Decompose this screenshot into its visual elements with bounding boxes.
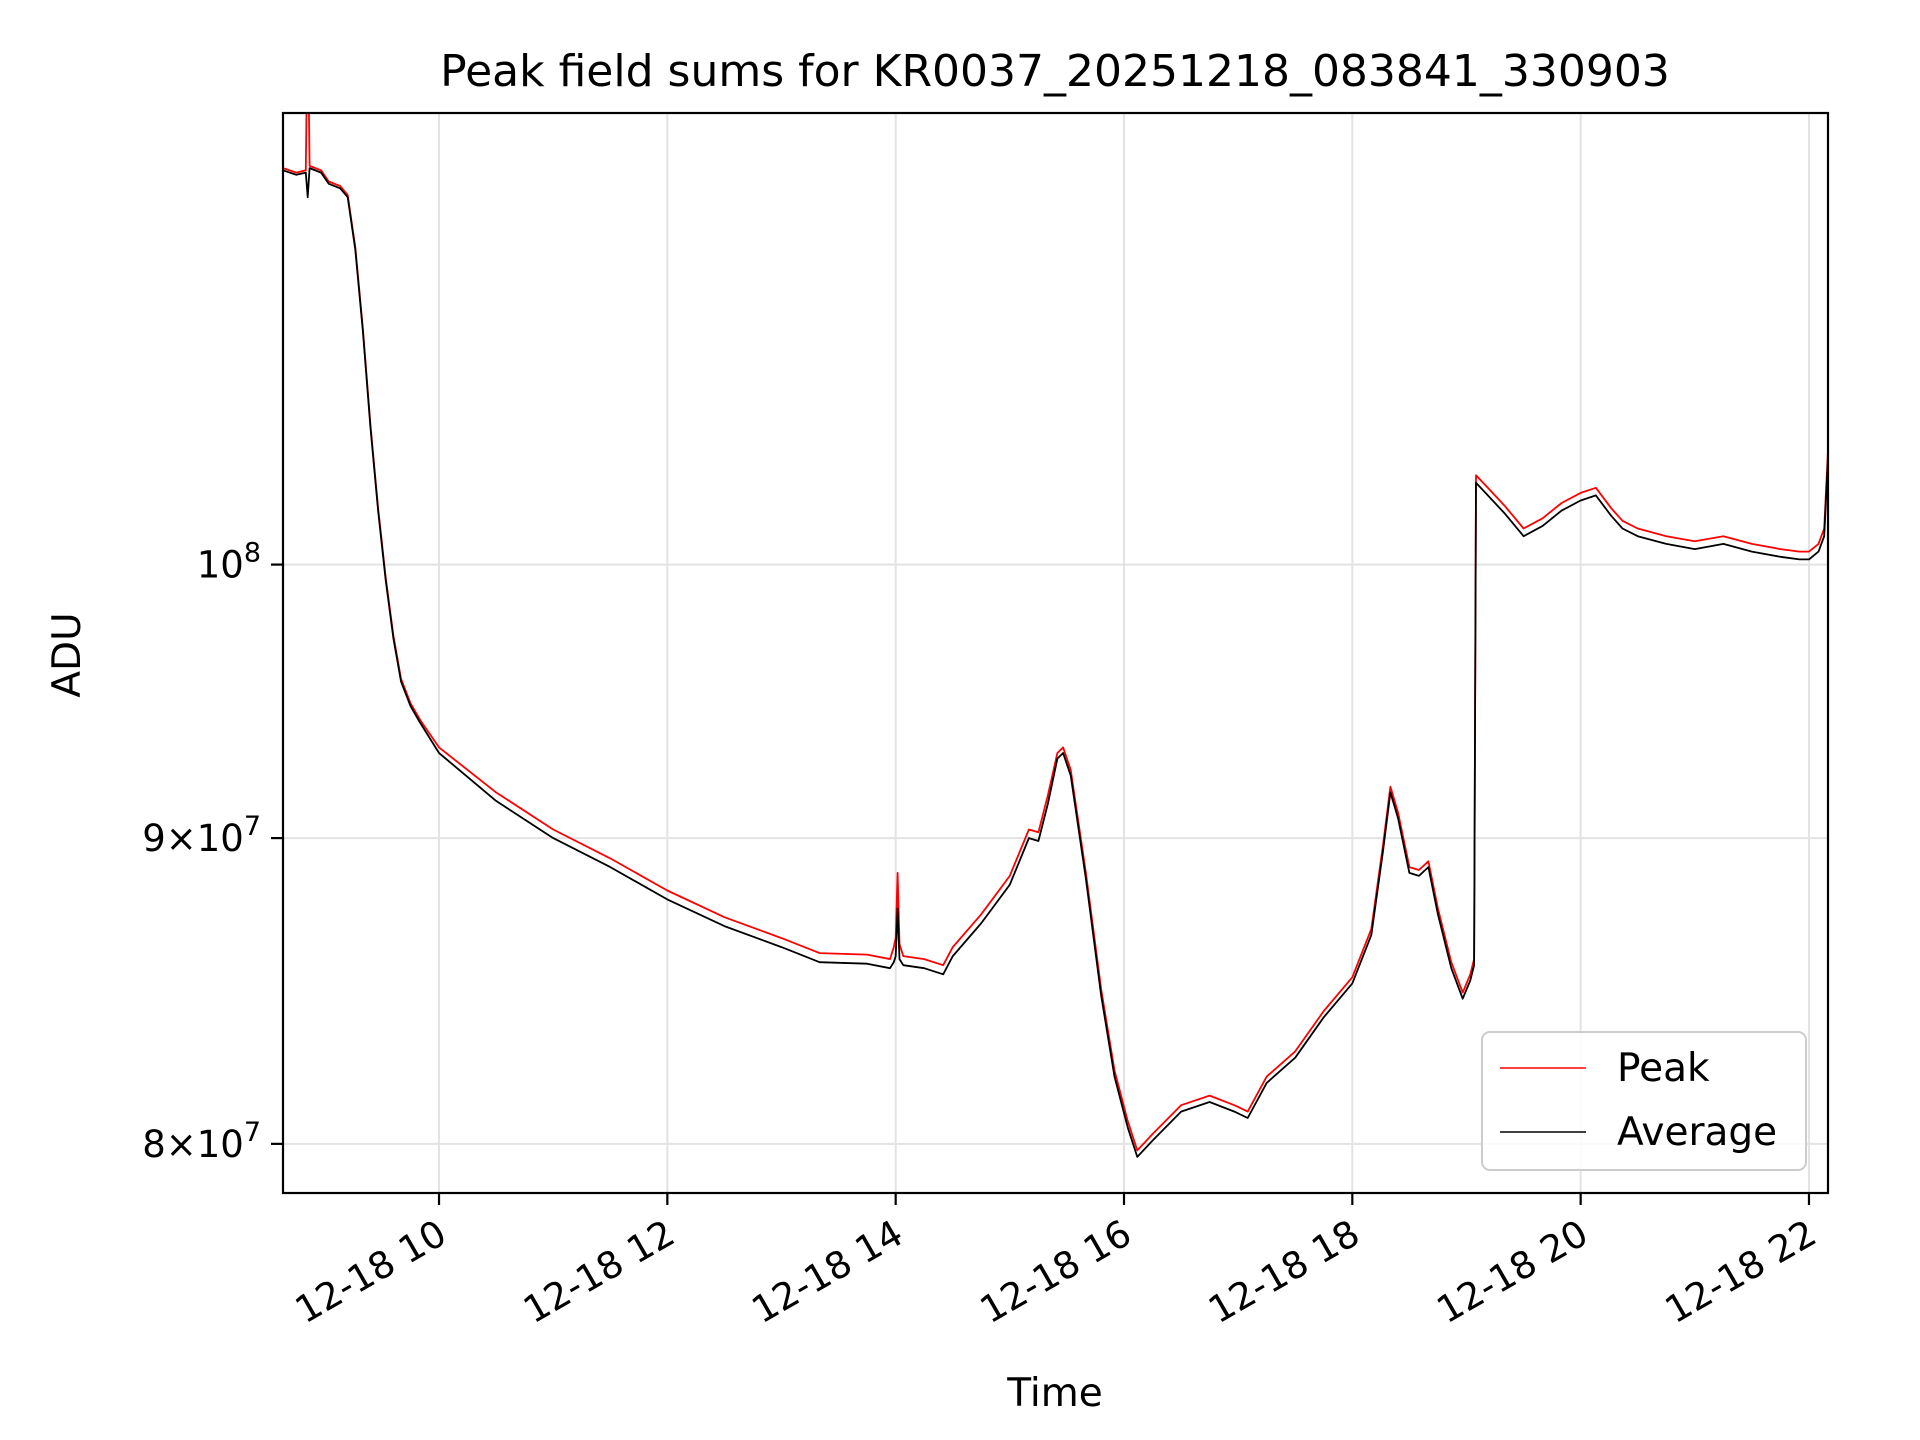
y-tick-label: 9×107 [142, 811, 261, 860]
plot-frame [281, 111, 1830, 1195]
legend: Peak Average [1481, 1031, 1807, 1171]
y-tick-label: 108 [197, 538, 261, 587]
y-axis-label: ADU [45, 612, 90, 697]
y-tick-label: 8×107 [142, 1117, 261, 1166]
chart-title: Peak field sums for KR0037_20251218_0838… [440, 46, 1670, 97]
legend-label-peak: Peak [1617, 1046, 1710, 1091]
x-axis-label: Time [1006, 1371, 1102, 1416]
legend-box [1481, 1031, 1807, 1171]
legend-label-average: Average [1617, 1110, 1777, 1155]
series-line-average [283, 167, 1828, 1158]
plot-series [283, 113, 1828, 1158]
gridlines [283, 113, 1828, 1193]
